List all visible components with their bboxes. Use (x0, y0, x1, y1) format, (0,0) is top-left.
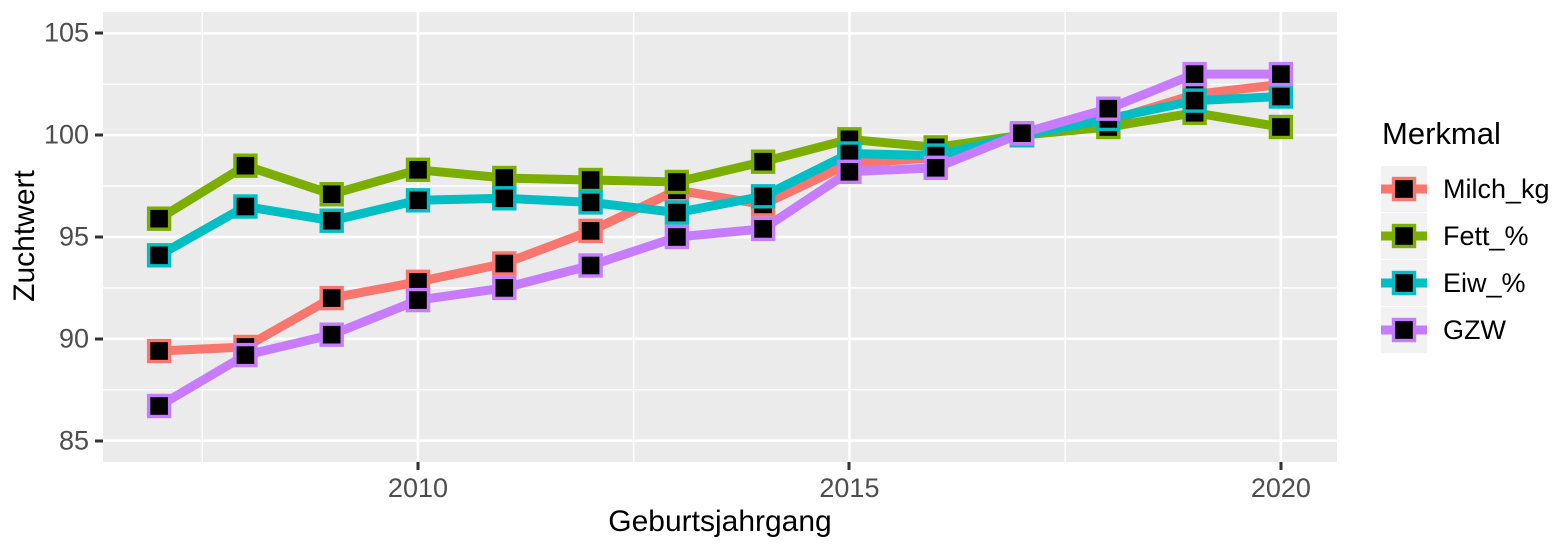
legend-label-milch-kg: Milch_kg (1443, 173, 1550, 204)
data-point-GZW-2016 (923, 155, 948, 181)
data-point-Milch_kg-2011 (492, 251, 517, 276)
data-point-Milch_kg-2012 (578, 218, 603, 244)
data-point-GZW-2009 (319, 322, 344, 347)
y-tick-mark (95, 31, 103, 35)
x-tick-label: 2010 (387, 473, 449, 503)
data-point-Eiw_%-2009 (319, 208, 344, 233)
plot-panel (103, 12, 1337, 462)
legend-key-fett- (1381, 213, 1427, 259)
series-line-Eiw_% (156, 92, 1282, 260)
data-point-Eiw_%-2013 (664, 200, 690, 225)
series-line-Fett_% (156, 108, 1282, 223)
data-point-GZW-2017 (1009, 120, 1035, 146)
data-point-Fett_%-2009 (319, 181, 344, 207)
x-tick-mark (416, 462, 420, 470)
x-tick-label: 2020 (1250, 473, 1311, 503)
data-point-Fett_%-2011 (492, 165, 517, 191)
plot-svg (103, 12, 1337, 462)
data-point-GZW-2020 (1268, 61, 1294, 87)
legend-item-eiw-: Eiw_% (1381, 260, 1550, 306)
legend-title: Merkmal (1382, 116, 1501, 151)
legend-key-glyph (1381, 176, 1427, 202)
legend-key-milch-kg (1381, 166, 1427, 212)
y-tick-mark (95, 133, 103, 137)
data-point-Fett_%-2012 (578, 167, 603, 193)
data-point-GZW-2008 (233, 342, 258, 368)
y-tick-mark (95, 235, 103, 239)
legend-item-fett-: Fett_% (1381, 213, 1550, 259)
data-point-GZW-2018 (1096, 96, 1121, 121)
data-point-GZW-2012 (578, 253, 603, 278)
legend: Merkmal Milch_kg Fett_% Eiw_% GZW (1381, 116, 1550, 354)
data-point-Fett_%-2013 (664, 169, 690, 195)
data-point-GZW-2015 (837, 159, 862, 185)
legend-label-eiw-: Eiw_% (1443, 267, 1526, 298)
data-point-GZW-2007 (146, 393, 172, 419)
data-point-GZW-2013 (664, 224, 690, 250)
data-point-GZW-2014 (750, 216, 776, 242)
data-point-Fett_%-2010 (405, 157, 431, 183)
data-point-Milch_kg-2009 (319, 285, 344, 311)
data-point-Eiw_%-2012 (578, 190, 603, 215)
data-point-Eiw_%-2014 (750, 184, 776, 209)
data-point-Eiw_%-2011 (492, 186, 517, 211)
x-tick-mark (847, 462, 851, 470)
legend-key-glyph (1381, 317, 1427, 343)
data-point-Fett_%-2020 (1268, 114, 1294, 140)
y-tick-label: 95 (58, 221, 89, 252)
data-point-Fett_%-2008 (233, 153, 258, 178)
x-axis-title: Geburtsjahrgang (608, 505, 832, 538)
y-tick-label: 100 (43, 119, 89, 150)
x-tick-mark (1279, 462, 1283, 470)
y-tick-label: 85 (58, 425, 89, 456)
data-point-GZW-2019 (1182, 61, 1207, 87)
data-point-Milch_kg-2007 (146, 338, 172, 364)
y-tick-mark (95, 439, 103, 443)
y-tick-label: 105 (43, 17, 89, 48)
data-point-Fett_%-2007 (146, 206, 172, 231)
data-point-GZW-2010 (405, 287, 431, 313)
legend-label-fett-: Fett_% (1443, 220, 1529, 251)
data-point-Eiw_%-2008 (233, 194, 258, 219)
legend-label-gzw: GZW (1443, 314, 1506, 345)
y-tick-mark (95, 337, 103, 341)
y-tick-label: 90 (58, 323, 89, 354)
data-point-Eiw_%-2020 (1268, 84, 1294, 109)
data-point-Eiw_%-2010 (405, 188, 431, 213)
data-point-Eiw_%-2019 (1182, 88, 1207, 113)
data-point-Eiw_%-2007 (146, 243, 172, 268)
legend-key-glyph (1381, 270, 1427, 296)
legend-key-glyph (1381, 223, 1427, 249)
legend-item-milch-kg: Milch_kg (1381, 166, 1550, 212)
data-point-Fett_%-2014 (750, 149, 776, 174)
legend-item-gzw: GZW (1381, 307, 1550, 353)
legend-key-eiw- (1381, 260, 1427, 306)
series-line-GZW (156, 69, 1281, 410)
x-tick-label: 2015 (819, 473, 880, 503)
legend-key-gzw (1381, 307, 1427, 353)
legend-rows: Milch_kg Fett_% Eiw_% GZW (1381, 166, 1550, 353)
data-point-GZW-2011 (492, 275, 517, 301)
